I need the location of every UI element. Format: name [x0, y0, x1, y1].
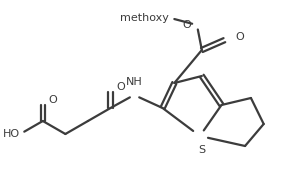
Text: O: O: [235, 32, 244, 42]
Text: O: O: [116, 82, 125, 92]
Text: HO: HO: [3, 129, 20, 139]
Text: O: O: [182, 20, 191, 30]
Text: methoxy: methoxy: [119, 13, 169, 23]
Text: NH: NH: [126, 77, 142, 87]
Text: O: O: [49, 95, 57, 105]
Text: S: S: [198, 145, 205, 155]
